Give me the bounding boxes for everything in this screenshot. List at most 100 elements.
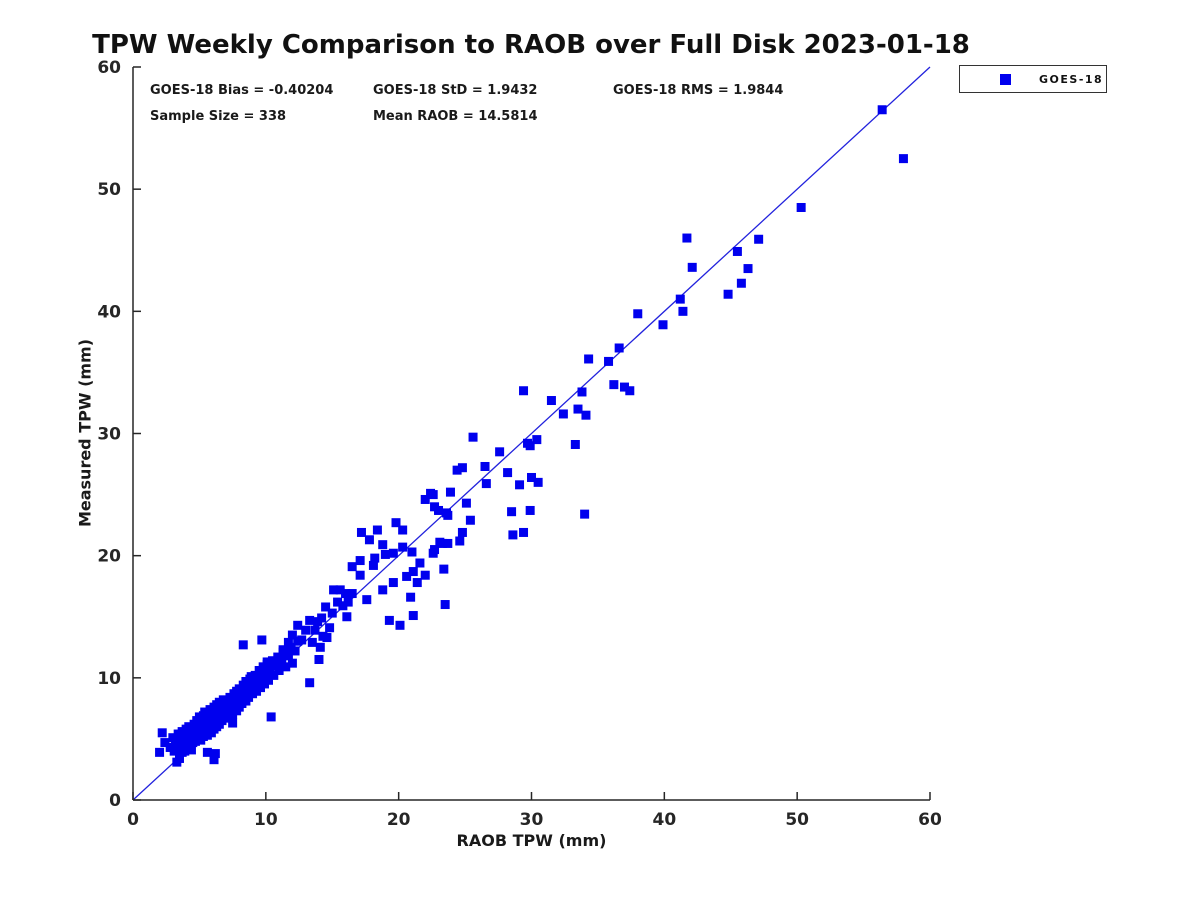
y-tick-label: 10 (97, 669, 121, 689)
scatter-point (682, 233, 692, 243)
scatter-point (171, 739, 181, 749)
scatter-point (619, 382, 629, 392)
scatter-point (743, 264, 753, 274)
scatter-point (533, 477, 543, 487)
scatter-point (508, 530, 518, 540)
chart-title: TPW Weekly Comparison to RAOB over Full … (92, 30, 970, 60)
scatter-point (322, 633, 332, 643)
y-tick-label: 60 (97, 58, 121, 78)
scatter-point (415, 558, 425, 568)
stat-rms: GOES-18 RMS = 1.9844 (613, 83, 784, 98)
scatter-point (398, 542, 408, 552)
scatter-point (519, 527, 529, 537)
scatter-point (356, 527, 366, 537)
y-tick-label: 0 (109, 791, 121, 811)
legend-label: GOES-18 (1039, 72, 1104, 86)
stat-bias: GOES-18 Bias = -0.40204 (150, 83, 334, 98)
scatter-point (265, 664, 275, 674)
y-tick-label: 50 (97, 180, 121, 200)
scatter-point (314, 655, 324, 665)
scatter-point (434, 505, 444, 515)
x-tick-label: 0 (127, 810, 139, 830)
scatter-point (210, 749, 220, 759)
scatter-point (570, 439, 580, 449)
x-tick-label: 40 (652, 810, 676, 830)
scatter-point (455, 536, 465, 546)
scatter-point (160, 738, 170, 748)
scatter-point (355, 570, 365, 580)
scatter-point (525, 505, 535, 515)
scatter-point (262, 657, 272, 667)
scatter-point (495, 447, 505, 457)
scatter-point (263, 675, 273, 685)
scatter-point (525, 441, 535, 451)
scatter-point (274, 666, 284, 676)
scatter-point (287, 630, 297, 640)
stat-sample-size: Sample Size = 338 (150, 109, 287, 124)
scatter-point (347, 589, 357, 599)
scatter-point (335, 585, 345, 595)
scatter-point (157, 728, 167, 738)
scatter-point (341, 589, 351, 599)
scatter-point (452, 465, 462, 475)
scatter-point (321, 602, 331, 612)
scatter-point (408, 567, 418, 577)
scatter-point (675, 294, 685, 304)
scatter-point (388, 548, 398, 558)
scatter-point (370, 553, 380, 563)
scatter-point (625, 386, 635, 396)
scatter-point (168, 733, 178, 743)
scatter-point (317, 613, 327, 623)
scatter-point (333, 597, 343, 607)
scatter-point (438, 538, 448, 548)
scatter-point (395, 620, 405, 630)
y-tick-label: 40 (97, 302, 121, 322)
scatter-point (402, 571, 412, 581)
scatter-point (174, 753, 184, 763)
scatter-point (329, 585, 339, 595)
scatter-point (378, 585, 388, 595)
scatter-point (577, 387, 587, 397)
scatter-point (305, 678, 315, 688)
scatter-point (406, 592, 416, 602)
scatter-point (461, 498, 471, 508)
scatter-point (420, 570, 430, 580)
scatter-point (269, 670, 279, 680)
scatter-point (380, 549, 390, 559)
scatter-point (584, 354, 594, 364)
y-tick-label: 30 (97, 425, 121, 445)
scatter-point (558, 409, 568, 419)
scatter-point (580, 509, 590, 519)
scatter-point (503, 468, 513, 478)
scatter-point (310, 625, 320, 635)
scatter-point (169, 746, 179, 756)
scatter-point (287, 658, 297, 668)
scatter-point (420, 494, 430, 504)
scatter-point (293, 620, 303, 630)
scatter-point (796, 202, 806, 212)
scatter-point (301, 625, 311, 635)
scatter-point (327, 608, 337, 618)
scatter-point (347, 562, 357, 572)
scatter-point (283, 651, 293, 661)
scatter-point (267, 656, 277, 666)
scatter-point (573, 404, 583, 414)
scatter-point (278, 645, 288, 655)
scatter-point (408, 611, 418, 621)
scatter-point (342, 612, 352, 622)
scatter-point (527, 472, 536, 482)
scatter-point (898, 154, 908, 164)
scatter-point (257, 635, 267, 645)
scatter-point (297, 635, 307, 645)
scatter-point (155, 747, 165, 757)
scatter-point (305, 615, 315, 625)
scatter-point (877, 105, 887, 115)
scatter-point (445, 487, 455, 497)
legend-box: GOES-18 (959, 65, 1107, 93)
scatter-point (736, 278, 746, 288)
stat-mean-raob: Mean RAOB = 14.5814 (373, 109, 538, 124)
scatter-point (678, 306, 688, 316)
scatter-point (368, 560, 378, 570)
